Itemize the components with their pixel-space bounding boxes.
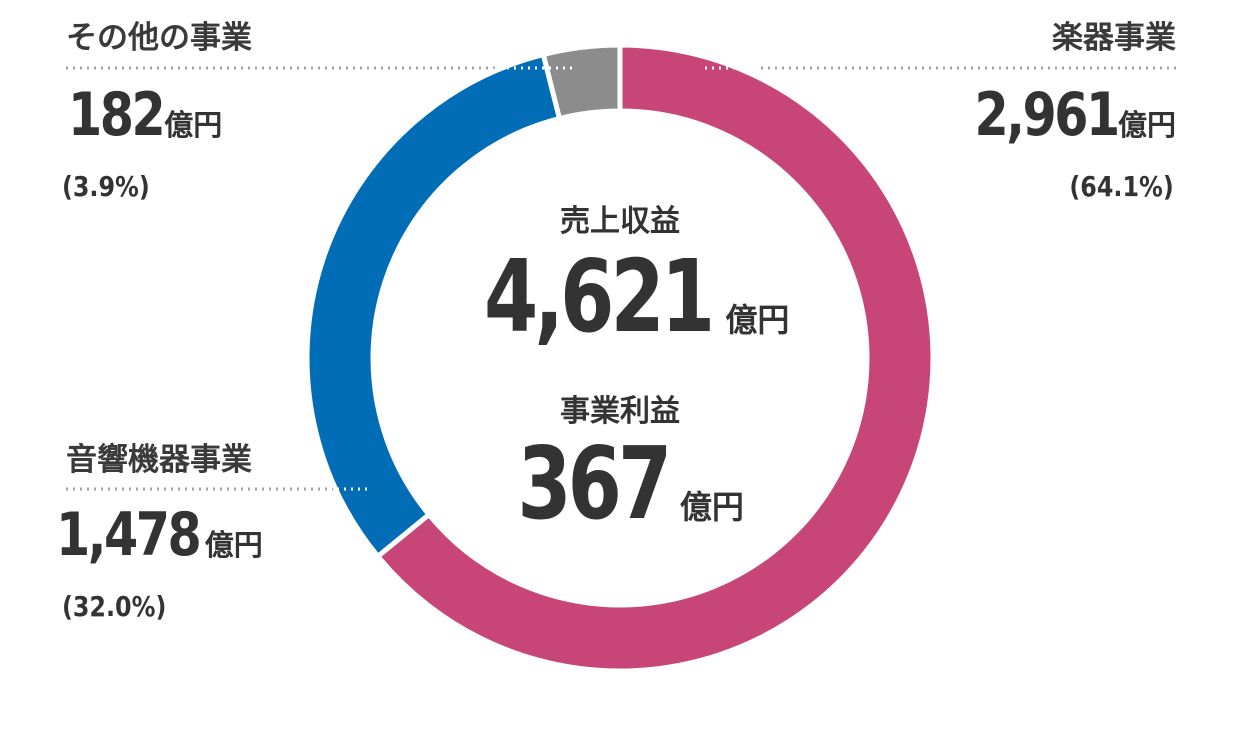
other-value-group: 182億円 — [68, 80, 222, 150]
profit-unit: 億円 — [679, 488, 744, 526]
other-unit: 億円 — [164, 108, 223, 142]
profit-value: 367 — [517, 425, 672, 542]
slice-0 — [374, 42, 936, 674]
center-profit-label: 事業利益 — [452, 386, 788, 430]
audio-unit: 億円 — [204, 528, 263, 562]
instruments-value: 2,961 — [974, 80, 1121, 150]
audio-value-group: 1,478 億円 — [56, 500, 263, 570]
profit-label: 事業利益 — [560, 394, 680, 429]
other-value: 182 — [68, 80, 166, 150]
center-revenue-label: 売上収益 — [452, 196, 788, 240]
instruments-unit: 億円 — [1117, 108, 1176, 142]
slice-1 — [304, 51, 563, 560]
instruments-title: 楽器事業 — [1052, 20, 1176, 56]
slice-2 — [540, 42, 623, 122]
audio-percent: (32.0%) — [62, 590, 167, 623]
donut-slices — [304, 42, 936, 674]
audio-value: 1,478 — [56, 500, 202, 570]
center-revenue: 4,621 億円 — [452, 238, 790, 355]
other-title: その他の事業 — [66, 20, 252, 56]
audio-title: 音響機器事業 — [66, 442, 252, 478]
leader-lines — [66, 66, 1176, 491]
center-profit: 367 億円 — [452, 425, 788, 542]
other-percent: (3.9%) — [62, 170, 150, 203]
revenue-label: 売上収益 — [560, 204, 680, 239]
instruments-value-group: 2,961億円 — [943, 80, 1176, 150]
revenue-value: 4,621 — [484, 238, 715, 355]
revenue-unit: 億円 — [725, 301, 790, 339]
instruments-percent: (64.1%) — [1069, 170, 1174, 203]
